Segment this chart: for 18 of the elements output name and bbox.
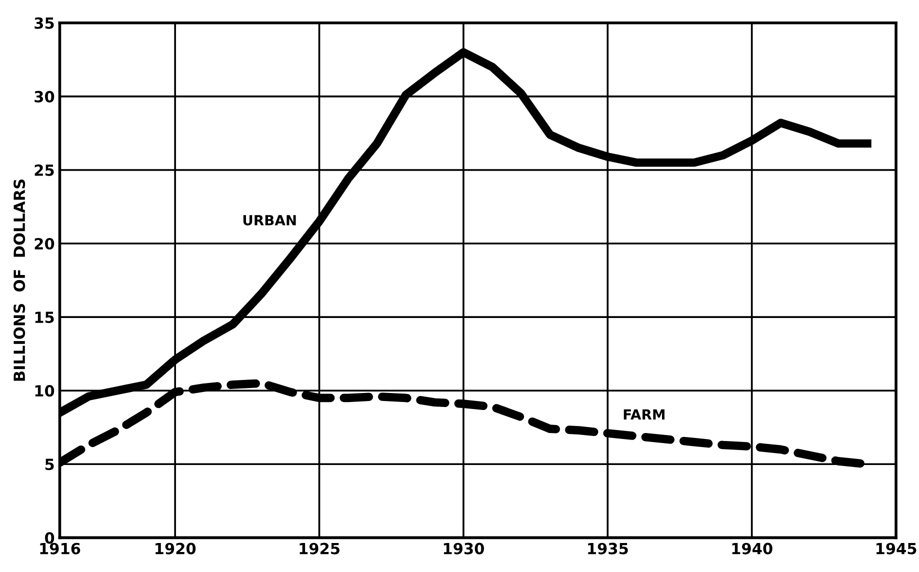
x-tick-label: 1940 bbox=[732, 542, 772, 554]
y-tick-label: 20 bbox=[34, 238, 54, 250]
y-tick-label: 10 bbox=[35, 385, 54, 397]
x-tick-label: 1920 bbox=[156, 542, 196, 554]
x-tick-label: 1930 bbox=[444, 542, 484, 554]
x-tick-label: 1925 bbox=[300, 542, 340, 554]
y-tick-label: 35 bbox=[34, 17, 54, 29]
series-label: URBAN bbox=[243, 215, 296, 226]
y-tick-label: 0 bbox=[44, 532, 54, 544]
y-tick-label: 25 bbox=[34, 164, 54, 176]
x-tick-label: 1935 bbox=[588, 542, 628, 554]
y-tick-label: 5 bbox=[45, 458, 54, 470]
y-tick-label: 15 bbox=[35, 312, 54, 324]
x-tick-label: 1916 bbox=[40, 542, 80, 554]
x-tick-label: 1945 bbox=[876, 542, 916, 554]
y-tick-label: 30 bbox=[34, 90, 54, 102]
series-label: FARM bbox=[624, 409, 664, 420]
y-axis-title: BILLIONS OF DOLLARS bbox=[14, 180, 26, 381]
